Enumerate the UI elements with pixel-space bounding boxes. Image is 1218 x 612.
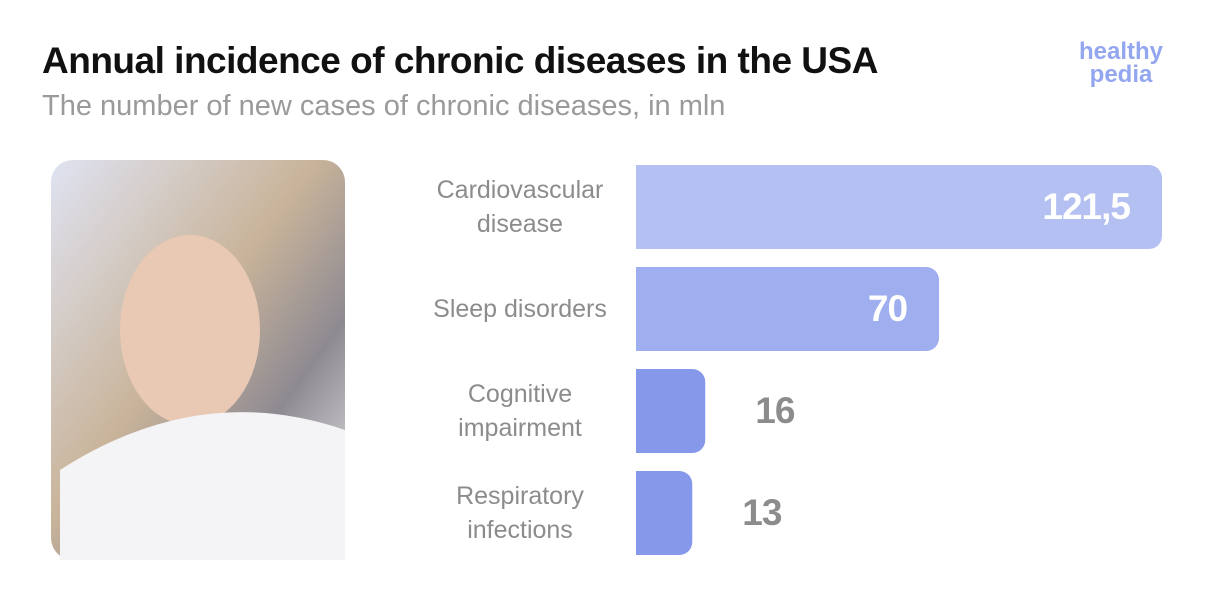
brand-line: healthy [1078, 38, 1164, 65]
chart-subtitle: The number of new cases of chronic disea… [42, 90, 726, 122]
brand-line: pedia [1089, 61, 1153, 88]
photo-face [120, 235, 260, 425]
photo-pillow [60, 412, 345, 560]
bar [636, 267, 940, 351]
chart-title: Annual incidence of chronic diseases in … [42, 40, 878, 81]
category-label: Cardiovascular disease [436, 176, 604, 238]
bar [636, 471, 693, 555]
brand-logo: healthy pedia [1062, 38, 1180, 88]
value-label: 121,5 [1042, 186, 1131, 227]
bar [636, 369, 706, 453]
value-label: 13 [742, 492, 782, 533]
value-label: 16 [755, 390, 795, 431]
bar [636, 165, 1162, 249]
category-label: Respiratory infections [456, 482, 584, 544]
category-label: Sleep disorders [433, 295, 607, 323]
category-label: Cognitive impairment [458, 380, 582, 442]
value-label: 70 [867, 288, 908, 329]
